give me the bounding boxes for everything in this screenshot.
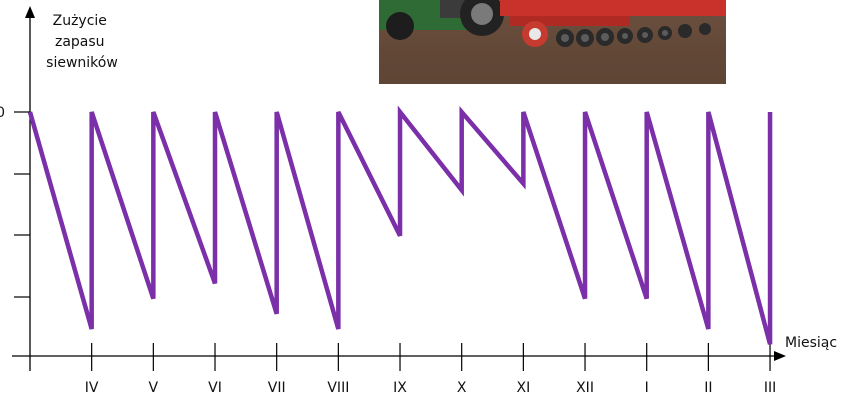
x-tick-label-IV: IV [85,380,99,396]
y-axis-title-line-1: Zużycie [53,13,107,29]
x-tick-label-V: V [149,380,159,396]
x-axis-arrow-icon [774,351,786,361]
y-axis-title-line-2: zapasu [55,34,105,50]
y-tick-label-top: 0 [0,105,5,121]
series-layer [27,105,773,345]
x-tick-label-VI: VI [208,380,222,396]
x-tick-label-VII: VII [268,380,286,396]
seeder-photo [379,0,726,84]
x-tick-label-XI: XI [516,380,530,396]
x-tick-label-III: III [764,380,776,396]
x-tick-label-I: I [645,380,649,396]
y-axis-arrow-icon [25,6,35,18]
x-axis-title: Miesiąc [785,335,837,351]
x-tick-label-X: X [457,380,467,396]
x-ticks: IV V VI VII VIII IX X XI XII I II III [85,343,776,396]
series-line-0 [27,105,773,345]
y-ticks: 0 [0,105,30,298]
x-tick-label-IX: IX [393,380,407,396]
x-tick-label-XII: XII [576,380,594,396]
x-tick-label-II: II [704,380,712,396]
y-axis-title: Zużycie zapasu siewników [46,13,118,71]
y-axis-title-line-3: siewników [46,55,118,71]
x-tick-label-VIII: VIII [327,380,349,396]
